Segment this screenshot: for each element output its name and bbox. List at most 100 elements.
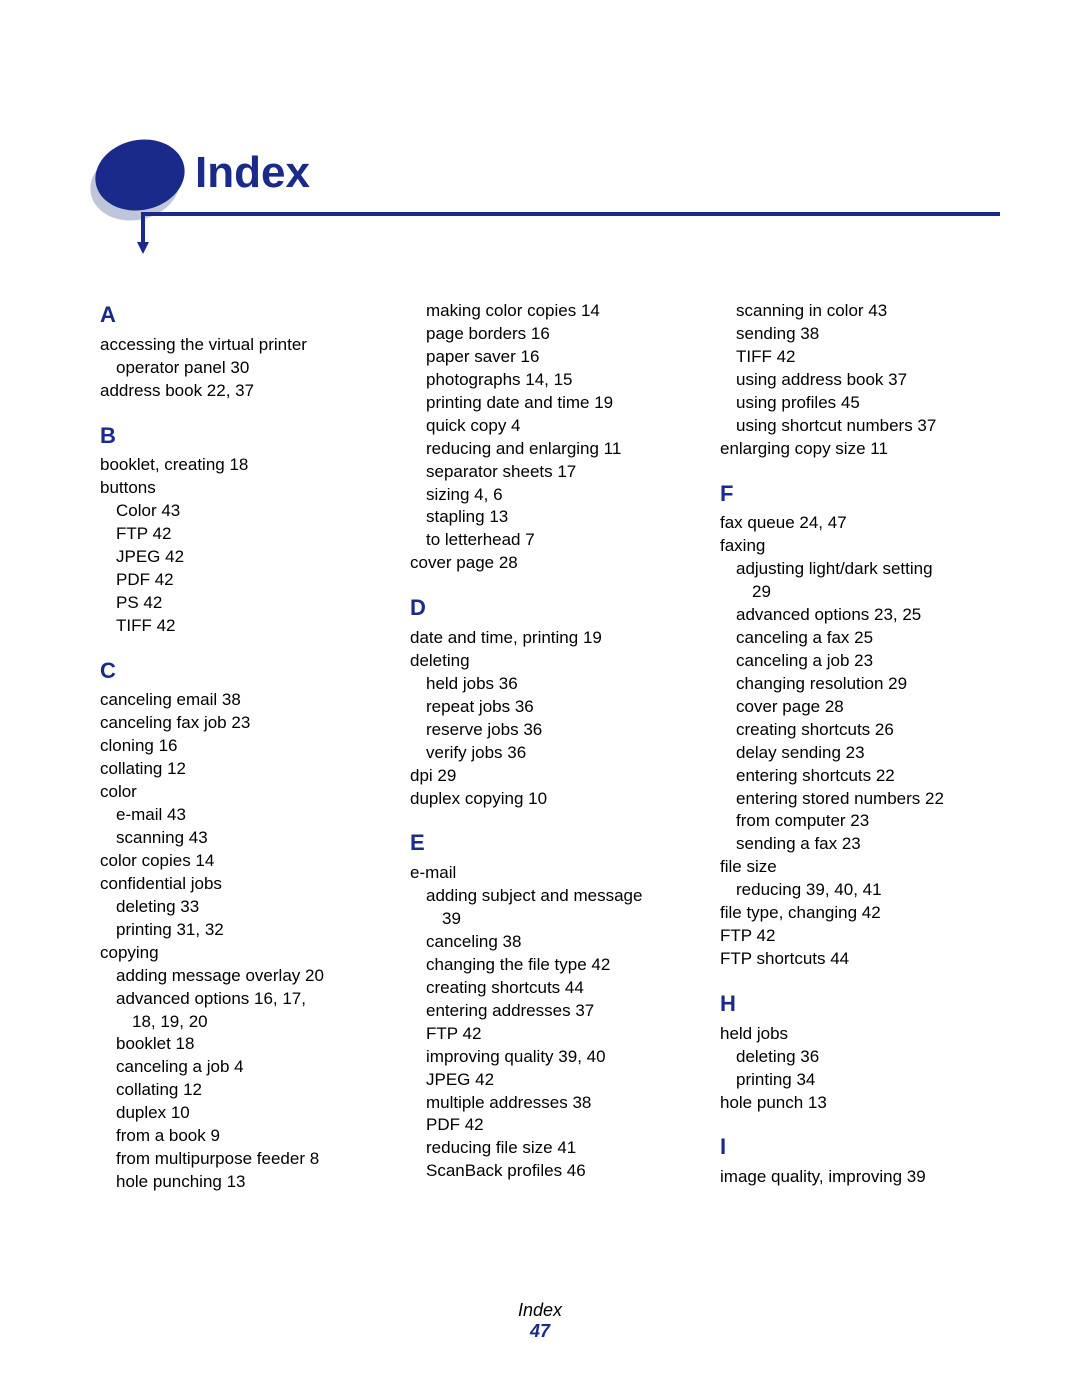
index-entry: held jobs [720,1023,1000,1046]
index-entry: FTP 42 [410,1023,690,1046]
index-entry: dpi 29 [410,765,690,788]
footer-title: Index [0,1300,1080,1321]
index-entry: JPEG 42 [410,1069,690,1092]
index-entry: hole punching 13 [100,1171,380,1194]
index-letter-heading: C [100,656,380,686]
index-entry: repeat jobs 36 [410,696,690,719]
index-entry: making color copies 14 [410,300,690,323]
index-letter-heading: E [410,828,690,858]
index-entry: collating 12 [100,1079,380,1102]
index-entry: using shortcut numbers 37 [720,415,1000,438]
footer-page-number: 47 [0,1321,1080,1342]
index-entry: deleting [410,650,690,673]
index-entry: faxing [720,535,1000,558]
index-entry: canceling email 38 [100,689,380,712]
index-entry: from computer 23 [720,810,1000,833]
index-entry: improving quality 39, 40 [410,1046,690,1069]
index-entry: buttons [100,477,380,500]
index-entry: TIFF 42 [100,615,380,638]
index-entry: entering shortcuts 22 [720,765,1000,788]
index-entry: image quality, improving 39 [720,1166,1000,1189]
index-entry: file type, changing 42 [720,902,1000,925]
index-entry: entering stored numbers 22 [720,788,1000,811]
index-entry: FTP shortcuts 44 [720,948,1000,971]
index-entry: canceling fax job 23 [100,712,380,735]
index-entry: confidential jobs [100,873,380,896]
index-entry: duplex 10 [100,1102,380,1125]
index-entry: JPEG 42 [100,546,380,569]
index-entry: TIFF 42 [720,346,1000,369]
index-entry: photographs 14, 15 [410,369,690,392]
index-entry: printing 31, 32 [100,919,380,942]
index-entry: delay sending 23 [720,742,1000,765]
index-entry: advanced options 23, 25 [720,604,1000,627]
index-letter-heading: D [410,593,690,623]
index-entry: verify jobs 36 [410,742,690,765]
index-letter-heading: H [720,989,1000,1019]
index-entry: date and time, printing 19 [410,627,690,650]
index-entry: color [100,781,380,804]
index-entry: paper saver 16 [410,346,690,369]
index-entry: creating shortcuts 44 [410,977,690,1000]
index-entry: reducing file size 41 [410,1137,690,1160]
index-entry: accessing the virtual printer [100,334,380,357]
index-entry: stapling 13 [410,506,690,529]
index-entry: adding subject and message [410,885,690,908]
index-entry: sizing 4, 6 [410,484,690,507]
index-entry: changing the file type 42 [410,954,690,977]
index-entry: sending a fax 23 [720,833,1000,856]
index-entry: address book 22, 37 [100,380,380,403]
index-entry: collating 12 [100,758,380,781]
index-entry: FTP 42 [720,925,1000,948]
index-columns: Aaccessing the virtual printeroperator p… [100,300,1000,1194]
index-letter-heading: A [100,300,380,330]
index-entry: canceling 38 [410,931,690,954]
index-entry: separator sheets 17 [410,461,690,484]
page-header: Index [100,120,1000,260]
index-entry: held jobs 36 [410,673,690,696]
index-entry: deleting 33 [100,896,380,919]
index-entry: printing date and time 19 [410,392,690,415]
index-entry: cloning 16 [100,735,380,758]
index-entry: reducing and enlarging 11 [410,438,690,461]
index-entry: cover page 28 [720,696,1000,719]
header-pointer-icon [115,200,200,254]
index-entry: enlarging copy size 11 [720,438,1000,461]
index-entry: page borders 16 [410,323,690,346]
index-entry: cover page 28 [410,552,690,575]
index-entry: to letterhead 7 [410,529,690,552]
index-entry: from multipurpose feeder 8 [100,1148,380,1171]
index-entry: FTP 42 [100,523,380,546]
index-entry: color copies 14 [100,850,380,873]
index-entry: canceling a fax 25 [720,627,1000,650]
index-entry: hole punch 13 [720,1092,1000,1115]
index-entry: fax queue 24, 47 [720,512,1000,535]
index-entry: e-mail 43 [100,804,380,827]
index-entry: 29 [720,581,1000,604]
index-column-1: Aaccessing the virtual printeroperator p… [100,300,380,1194]
index-letter-heading: F [720,479,1000,509]
index-entry: copying [100,942,380,965]
index-entry: adjusting light/dark setting [720,558,1000,581]
index-entry: scanning in color 43 [720,300,1000,323]
index-column-3: scanning in color 43sending 38TIFF 42 usi… [720,300,1000,1194]
index-entry: reducing 39, 40, 41 [720,879,1000,902]
index-entry: from a book 9 [100,1125,380,1148]
index-entry: scanning 43 [100,827,380,850]
index-entry: multiple addresses 38 [410,1092,690,1115]
index-entry: using profiles 45 [720,392,1000,415]
index-entry: creating shortcuts 26 [720,719,1000,742]
page-footer: Index 47 [0,1300,1080,1342]
index-page: Index Aaccessing the virtual printeroper… [0,0,1080,1397]
index-column-2: making color copies 14page borders 16pap… [410,300,690,1194]
index-entry: canceling a job 4 [100,1056,380,1079]
index-entry: PS 42 [100,592,380,615]
index-entry: entering addresses 37 [410,1000,690,1023]
index-entry: adding message overlay 20 [100,965,380,988]
index-entry: ScanBack profiles 46 [410,1160,690,1183]
index-entry: advanced options 16, 17, [100,988,380,1011]
index-entry: changing resolution 29 [720,673,1000,696]
index-entry: PDF 42 [100,569,380,592]
index-entry: sending 38 [720,323,1000,346]
index-entry: 39 [410,908,690,931]
